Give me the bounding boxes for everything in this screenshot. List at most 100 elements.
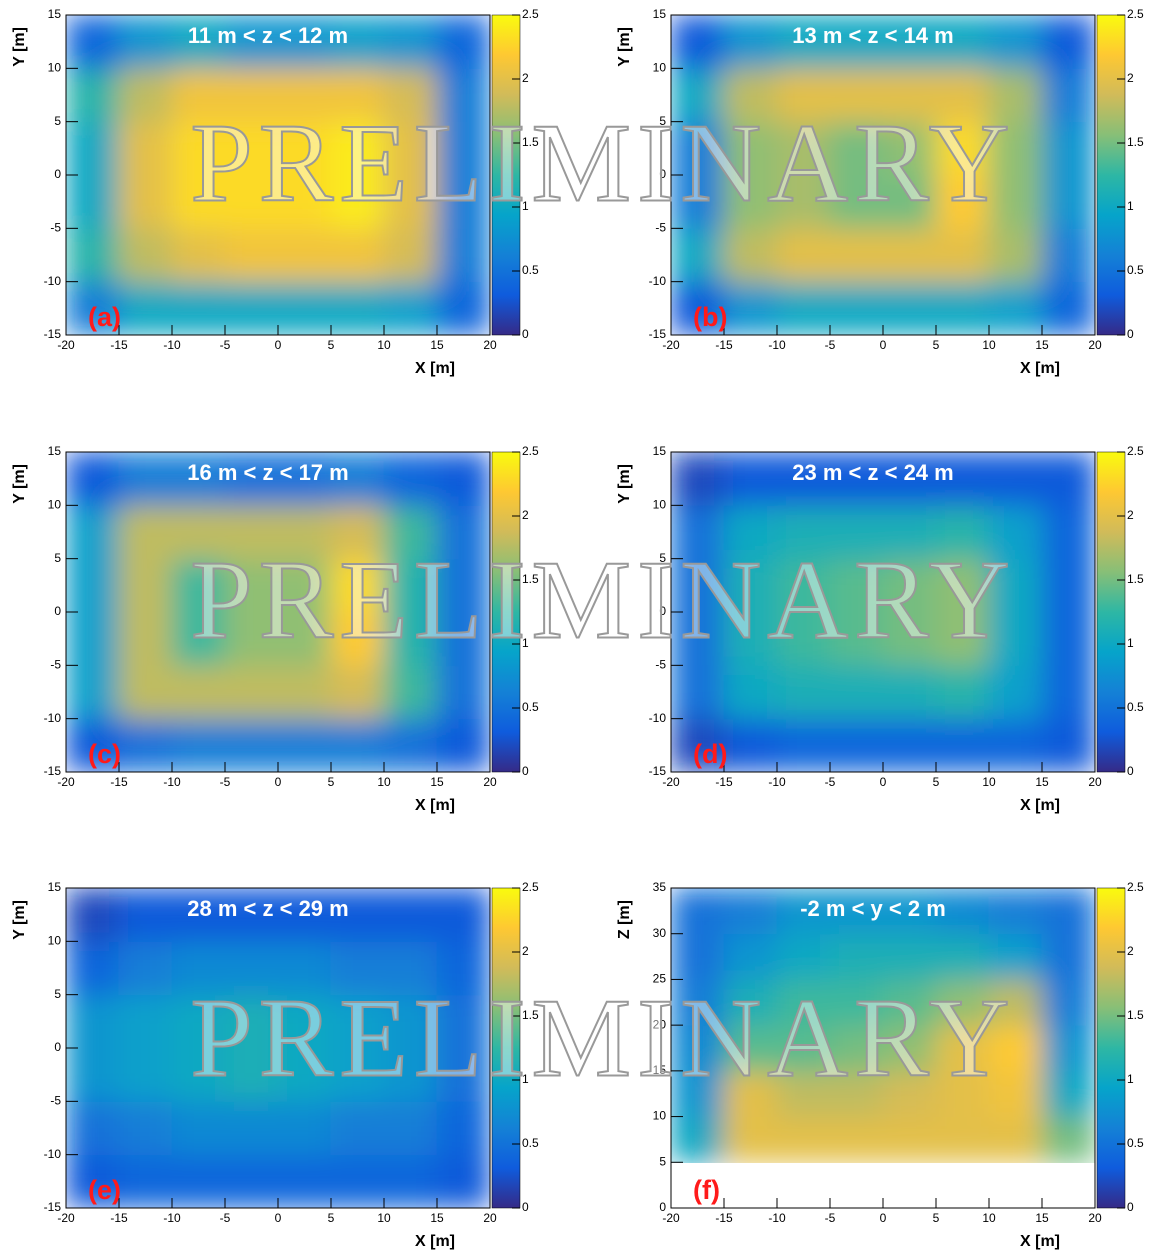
heatmap-cell (383, 67, 438, 123)
heatmap-cell (723, 978, 778, 1026)
heatmap-cell (224, 227, 279, 283)
panel-label: (f) (693, 1175, 720, 1205)
y-axis-label: Y [m] (11, 27, 28, 67)
y-tick-label: 5 (54, 114, 61, 128)
heatmap-cell (671, 611, 725, 666)
heatmap-cell (882, 15, 937, 69)
heatmap-cell (671, 664, 725, 720)
colorbar-tick-label: 1.5 (1127, 1008, 1144, 1022)
heatmap-cell (935, 933, 990, 980)
y-tick-label: 5 (659, 1154, 666, 1168)
colorbar (491, 14, 521, 336)
panel-label: (a) (88, 302, 121, 332)
y-tick-label: -5 (50, 1094, 61, 1108)
heatmap-cell (330, 718, 385, 772)
colorbar (1096, 887, 1126, 1209)
heatmap-cell (723, 504, 778, 560)
heatmap-cell (118, 15, 173, 69)
y-tick-label: 15 (653, 7, 667, 21)
heatmap-cell (330, 558, 385, 613)
y-tick-label: 15 (48, 880, 62, 894)
heatmap-cell (723, 1116, 778, 1163)
colorbar-tick-label: 1 (1127, 1072, 1134, 1086)
heatmap-cell (723, 611, 778, 666)
y-tick-label: -5 (655, 658, 666, 672)
colorbar-tick-label: 0.5 (522, 1136, 539, 1150)
heatmap-cell (171, 994, 226, 1049)
heatmap-cell (829, 1070, 884, 1118)
y-tick-label: 30 (653, 926, 667, 940)
y-tick-label: 15 (653, 1063, 667, 1077)
heatmap-cell (1041, 1024, 1095, 1072)
heatmap-cell (935, 504, 990, 560)
heatmap-cell (882, 504, 937, 560)
heatmap-cell (988, 67, 1043, 123)
y-tick-label: -15 (44, 1200, 62, 1214)
x-tick-label: 15 (430, 1211, 444, 1225)
heatmap-cell (723, 227, 778, 283)
panel-title: -2 m < y < 2 m (800, 896, 946, 921)
heatmap-cell (383, 281, 438, 335)
y-tick-label: -15 (649, 764, 667, 778)
x-tick-label: -10 (768, 1211, 786, 1225)
heatmap-cell (671, 452, 725, 506)
heatmap-cell (383, 1047, 438, 1102)
y-axis-label: Y [m] (11, 464, 28, 504)
heatmap-cell (723, 1024, 778, 1072)
heatmap-cell (66, 452, 120, 506)
x-tick-label: -15 (110, 338, 128, 352)
heatmap-cell (277, 227, 332, 283)
colorbar-tick-label: 1.5 (522, 572, 539, 586)
heatmap-cell (882, 227, 937, 283)
colorbar-tick-label: 2 (1127, 71, 1134, 85)
heatmap-cell (436, 994, 490, 1049)
heatmap-cell (277, 67, 332, 123)
heatmap-cell (171, 940, 226, 996)
heatmap-cell (171, 174, 226, 229)
x-tick-label: 0 (880, 775, 887, 789)
heatmap-cell (1041, 121, 1095, 176)
y-tick-label: 10 (48, 934, 62, 948)
heatmap-cell (935, 558, 990, 613)
x-tick-label: -20 (662, 1211, 680, 1225)
y-tick-label: 35 (653, 880, 667, 894)
heatmap-cell (171, 611, 226, 666)
heatmap-cell (1041, 1116, 1095, 1163)
heatmap-cell (171, 888, 226, 942)
heatmap-cell (1041, 888, 1095, 935)
heatmap-cell (171, 1100, 226, 1156)
heatmap-cell (277, 174, 332, 229)
y-tick-label: 10 (48, 498, 62, 512)
y-tick-label: 15 (48, 444, 62, 458)
heatmap-cell (882, 664, 937, 720)
colorbar-tick-label: 2.5 (522, 880, 539, 894)
y-tick-label: -5 (50, 221, 61, 235)
heatmap-cell (1041, 452, 1095, 506)
colorbar-tick-label: 0.5 (1127, 263, 1144, 277)
colorbar-tick-label: 2 (522, 508, 529, 522)
heatmap-cell (118, 994, 173, 1049)
y-tick-label: -5 (50, 658, 61, 672)
heatmap-cell (776, 15, 831, 69)
heatmap-cell (330, 121, 385, 176)
heatmap-cell (224, 452, 279, 506)
heatmap-cell (330, 452, 385, 506)
y-tick-label: 0 (54, 167, 61, 181)
y-tick-label: -5 (655, 221, 666, 235)
heatmap-cell (935, 1070, 990, 1118)
panel-label: (d) (693, 739, 727, 769)
heatmap-cell (224, 504, 279, 560)
heatmap-cell (436, 174, 490, 229)
heatmap-cell (436, 504, 490, 560)
heatmap-cell (436, 121, 490, 176)
y-tick-label: 10 (653, 498, 667, 512)
x-tick-label: -20 (662, 338, 680, 352)
heatmap-cell (829, 888, 884, 935)
heatmap-cell (829, 664, 884, 720)
heatmap-cell (383, 1100, 438, 1156)
heatmap-cell (1041, 504, 1095, 560)
heatmap-cell (171, 718, 226, 772)
